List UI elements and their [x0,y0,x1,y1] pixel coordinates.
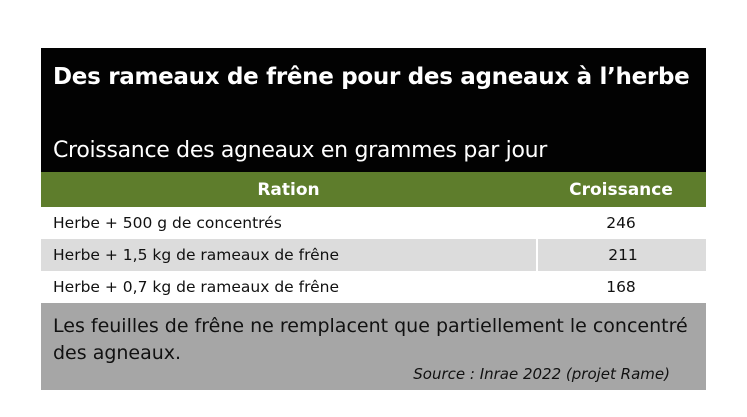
chart-subtitle: Croissance des agneaux en grammes par jo… [53,138,548,163]
column-header-ration: Ration [257,180,320,200]
infographic-panel: Des rameaux de frêne pour des agneaux à … [41,48,706,390]
table-row: Herbe + 1,5 kg de rameaux de frêne 211 [41,239,706,271]
source-credit: Source : Inrae 2022 (projet Rame) [413,365,670,383]
table-row: Herbe + 0,7 kg de rameaux de frêne 168 [41,271,706,303]
table-row: Herbe + 500 g de concentrés 246 [41,207,706,239]
column-header-croissance: Croissance [569,180,673,200]
croissance-cell: 211 [536,239,708,271]
croissance-cell: 246 [606,214,636,232]
ration-cell: Herbe + 500 g de concentrés [53,214,282,232]
footer-note: Les feuilles de frêne ne remplacent que … [53,315,688,364]
footer: Les feuilles de frêne ne remplacent que … [41,303,706,390]
croissance-cell: 168 [606,278,636,296]
table-header: Ration Croissance [41,172,706,207]
ration-cell: Herbe + 1,5 kg de rameaux de frêne [53,246,340,264]
ration-cell: Herbe + 0,7 kg de rameaux de frêne [53,278,340,296]
chart-title: Des rameaux de frêne pour des agneaux à … [53,64,690,90]
header: Des rameaux de frêne pour des agneaux à … [41,48,706,172]
